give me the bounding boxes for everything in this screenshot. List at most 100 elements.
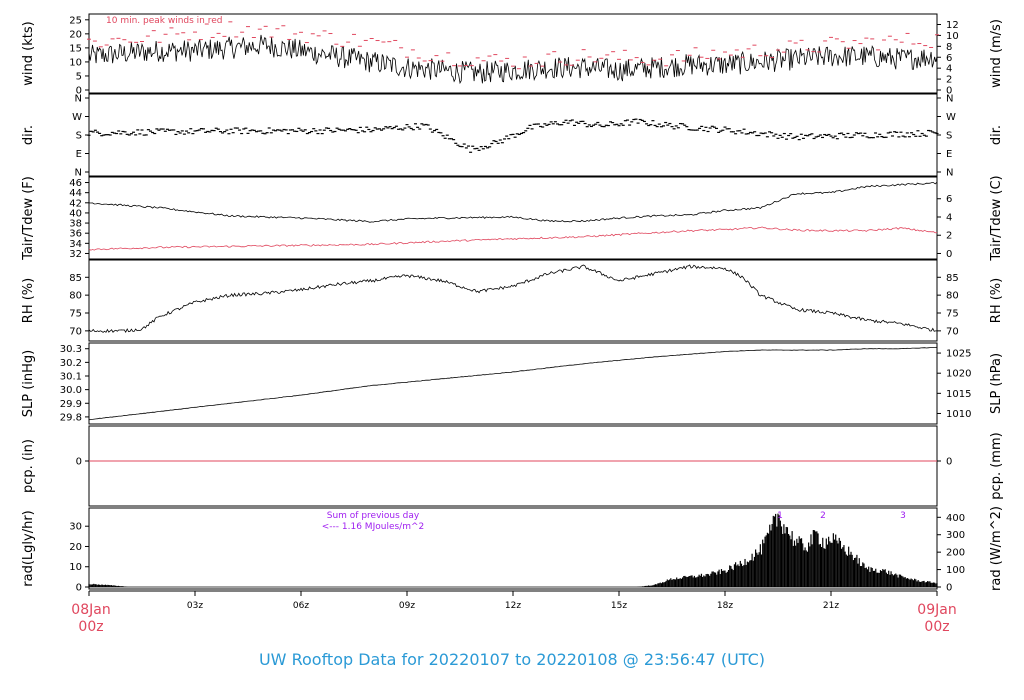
temp-right-tick-label: 2 <box>946 231 952 242</box>
wind-left-tick-label: 25 <box>69 15 82 26</box>
temp-right-tick-label: 4 <box>946 212 952 223</box>
x-tick-label: 21z <box>823 601 839 611</box>
temp-left-tick-label: 32 <box>69 249 82 260</box>
rh-right-tick-label: 75 <box>946 309 959 320</box>
rad-left-tick-label: 20 <box>69 542 82 553</box>
dir-left-tick-label: S <box>76 131 82 142</box>
wind-speed-line <box>88 34 938 85</box>
rad-left-tick-label: 30 <box>69 522 82 533</box>
wind-peak-marks <box>87 21 939 70</box>
x-tick-label: 15z <box>611 601 627 611</box>
dir-ylabel-left: dir. <box>21 125 36 145</box>
x-tick-label: 09z <box>399 601 415 611</box>
pcp-ylabel-right: pcp. (mm) <box>989 432 1004 499</box>
rad-marker-2: 2 <box>820 511 826 521</box>
rh-left-tick-label: 80 <box>69 291 82 302</box>
slp-left-tick-label: 30.2 <box>60 358 82 369</box>
temp-ylabel-left: Tair/Tdew (F) <box>21 176 36 261</box>
x-tick-label: 12z <box>505 601 521 611</box>
temp-left-tick-label: 46 <box>69 178 82 189</box>
dir-ylabel-right: dir. <box>989 125 1004 145</box>
rh-ylabel-left: RH (%) <box>21 278 36 323</box>
rad-left-tick-label: 0 <box>76 583 82 594</box>
slp-ylabel-right: SLP (hPa) <box>989 353 1004 414</box>
x-tick-label: 18z <box>717 601 733 611</box>
wind-left-tick-label: 15 <box>69 43 82 54</box>
slp-right-tick-label: 1010 <box>946 409 971 420</box>
dir-left-tick-label: N <box>75 94 82 105</box>
wind-left-tick-label: 20 <box>69 29 82 40</box>
wind-right-tick-label: 6 <box>946 53 952 64</box>
rad-annotation-line1: Sum of previous day <box>327 511 420 521</box>
temp-dew-line <box>88 226 938 251</box>
wind-right-tick-label: 2 <box>946 75 952 86</box>
pcp-left-tick-label: 0 <box>76 457 82 468</box>
temp-left-tick-label: 40 <box>69 208 82 219</box>
temp-right-tick-label: 0 <box>946 249 952 260</box>
x-tick-label: 03z <box>187 601 203 611</box>
wind-right-tick-label: 10 <box>946 31 959 42</box>
wind-ylabel-right: wind (m/s) <box>989 19 1004 88</box>
dir-left-tick-label: N <box>75 168 82 179</box>
slp-right-tick-label: 1025 <box>946 349 971 360</box>
temp-left-tick-label: 36 <box>69 229 82 240</box>
temp-left-tick-label: 34 <box>69 239 82 250</box>
slp-line <box>88 346 938 421</box>
rad-bars <box>88 513 938 587</box>
wind-right-tick-label: 4 <box>946 64 952 75</box>
rh-line <box>88 264 937 334</box>
rh-left-tick-label: 85 <box>69 273 82 284</box>
rh-right-tick-label: 70 <box>946 326 959 337</box>
temp-air-line <box>88 181 938 223</box>
slp-left-tick-label: 29.9 <box>60 399 82 410</box>
panels-layer: wind (kts) wind (m/s)0510152025024681012d… <box>21 13 1004 611</box>
pcp-frame <box>88 425 938 507</box>
rad-ylabel-left: rad(Lgly/hr) <box>21 510 36 586</box>
rad-right-tick-label: 300 <box>946 530 965 541</box>
slp-left-tick-label: 30.3 <box>60 344 82 355</box>
wind-right-tick-label: 0 <box>946 86 952 97</box>
rad-right-tick-label: 400 <box>946 513 965 524</box>
dir-right-tick-label: N <box>946 168 953 179</box>
slp-right-tick-label: 1015 <box>946 389 971 400</box>
rad-left-tick-label: 10 <box>69 562 82 573</box>
slp-right-tick-label: 1020 <box>946 369 971 380</box>
x-end-time: 00z <box>924 619 949 635</box>
rad-frame <box>88 507 938 590</box>
temp-ylabel-right: Tair/Tdew (C) <box>989 175 1004 261</box>
rh-frame <box>88 259 938 342</box>
wind-annotation: 10 min. peak winds in red <box>106 16 223 26</box>
wind-right-tick-label: 8 <box>946 42 952 53</box>
x-end-date: 09Jan <box>917 602 956 618</box>
rad-right-tick-label: 0 <box>946 583 952 594</box>
wind-right-tick-label: 12 <box>946 20 959 31</box>
rad-ylabel-right: rad (W/m^2) <box>989 506 1004 591</box>
dir-right-tick-label: N <box>946 94 953 105</box>
dir-left-tick-label: W <box>72 112 82 123</box>
slp-left-tick-label: 30.0 <box>60 385 82 396</box>
slp-left-tick-label: 30.1 <box>60 372 82 383</box>
dir-points <box>87 118 939 153</box>
rad-annotation-line2: <--- 1.16 MJoules/m^2 <box>322 522 424 532</box>
pcp-right-tick-label: 0 <box>946 457 952 468</box>
page-title: UW Rooftop Data for 20220107 to 20220108… <box>259 650 765 669</box>
rh-left-tick-label: 75 <box>69 309 82 320</box>
rad-marker-1: 1 <box>777 511 783 521</box>
rh-right-tick-label: 85 <box>946 273 959 284</box>
temp-left-tick-label: 42 <box>69 198 82 209</box>
dir-right-tick-label: E <box>946 149 952 160</box>
x-start-date: 08Jan <box>71 602 110 618</box>
pcp-ylabel-left: pcp. (in) <box>21 439 36 493</box>
temp-left-tick-label: 44 <box>69 188 82 199</box>
rh-ylabel-right: RH (%) <box>989 278 1004 323</box>
wind-left-tick-label: 0 <box>76 86 82 97</box>
slp-left-tick-label: 29.8 <box>60 412 82 423</box>
temp-frame <box>88 176 938 260</box>
slp-ylabel-left: SLP (inHg) <box>21 350 36 418</box>
rad-right-tick-label: 100 <box>946 565 965 576</box>
dir-right-tick-label: S <box>946 131 952 142</box>
wind-left-tick-label: 10 <box>69 57 82 68</box>
dir-right-tick-label: W <box>946 112 956 123</box>
rh-right-tick-label: 80 <box>946 291 959 302</box>
rad-right-tick-label: 200 <box>946 548 965 559</box>
